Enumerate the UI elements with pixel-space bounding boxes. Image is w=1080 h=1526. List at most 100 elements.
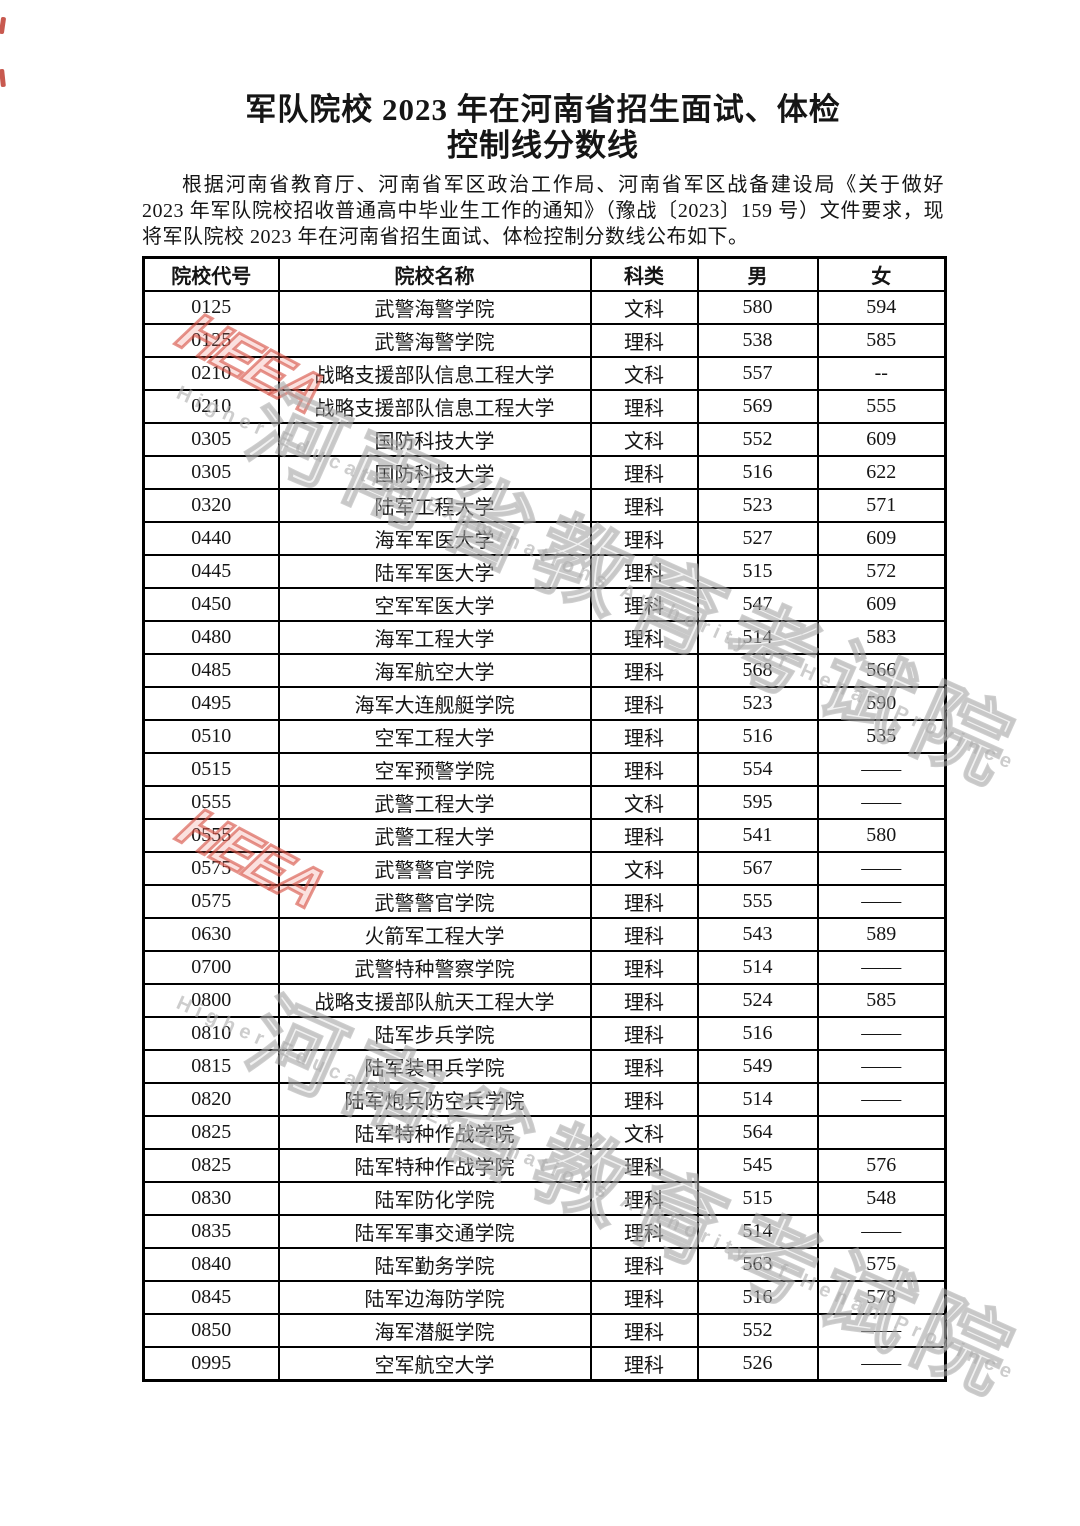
table-cell-code: 0440 [142,521,280,556]
table-cell-female: 555 [816,389,947,424]
table-cell-code: 0210 [142,356,280,391]
table-row: 0555 武警工程大学 文科 595 —— [142,785,947,820]
score-table-body: 0125 武警海警学院 文科 580 594 0125 武警海警学院 理科 538 585 0210… [142,290,947,1382]
table-cell-female: —— [816,1214,947,1249]
table-cell-code: 0815 [142,1049,280,1084]
table-cell-male: 515 [696,1181,819,1216]
table-cell-male: 545 [696,1148,819,1183]
table-cell-category: 理科 [589,1214,699,1249]
table-cell-name: 武警特种警察学院 [277,950,592,985]
table-cell-name: 陆军军事交通学院 [277,1214,592,1249]
table-cell-male: 547 [696,587,819,622]
table-cell-female: 609 [816,521,947,556]
table-cell-female: —— [816,752,947,787]
table-cell-category: 理科 [589,389,699,424]
table-cell-category: 理科 [589,1346,699,1382]
table-cell-category: 理科 [589,1280,699,1315]
table-cell-male: 567 [696,851,819,886]
table-cell-name: 武警工程大学 [277,818,592,853]
table-cell-name: 武警警官学院 [277,851,592,886]
table-cell-code: 0575 [142,884,280,919]
table-cell-name: 海军潜艇学院 [277,1313,592,1348]
table-cell-category: 理科 [589,686,699,721]
table-cell-female: 575 [816,1247,947,1282]
table-cell-name: 陆军特种作战学院 [277,1115,592,1150]
table-cell-male: 564 [696,1115,819,1150]
table-cell-female [816,1115,947,1150]
table-cell-code: 0450 [142,587,280,622]
table-cell-category: 理科 [589,719,699,754]
table-cell-code: 0515 [142,752,280,787]
table-cell-category: 理科 [589,884,699,919]
document-content: 军队院校 2023 年在河南省招生面试、体检 控制线分数线 根据河南省教育厅、河… [142,92,947,1382]
table-cell-male: 552 [696,1313,819,1348]
table-cell-code: 0845 [142,1280,280,1315]
table-cell-female: 572 [816,554,947,589]
table-cell-code: 0995 [142,1346,280,1382]
table-cell-code: 0830 [142,1181,280,1216]
table-cell-male: 549 [696,1049,819,1084]
table-cell-name: 空军工程大学 [277,719,592,754]
table-cell-name: 海军航空大学 [277,653,592,688]
table-cell-category: 文科 [589,1115,699,1150]
table-row: 0555 武警工程大学 理科 541 580 [142,818,947,853]
page-title: 军队院校 2023 年在河南省招生面试、体检 控制线分数线 [142,92,944,164]
table-cell-male: 595 [696,785,819,820]
table-cell-code: 0510 [142,719,280,754]
table-cell-category: 理科 [589,1049,699,1084]
table-row: 0995 空军航空大学 理科 526 —— [142,1346,947,1382]
table-cell-female: 578 [816,1280,947,1315]
table-cell-category: 理科 [589,554,699,589]
table-cell-female: —— [816,1346,947,1382]
table-cell-code: 0835 [142,1214,280,1249]
table-row: 0815 陆军装甲兵学院 理科 549 —— [142,1049,947,1084]
table-cell-category: 理科 [589,323,699,358]
table-row: 0840 陆军勤务学院 理科 563 575 [142,1247,947,1282]
table-row: 0495 海军大连舰艇学院 理科 523 590 [142,686,947,721]
table-cell-female: —— [816,1049,947,1084]
table-cell-male: 514 [696,950,819,985]
table-header-row: 院校代号 院校名称 科类 男 女 [142,256,947,292]
header-cell-category: 科类 [589,256,699,292]
table-cell-male: 555 [696,884,819,919]
table-cell-male: 516 [696,1016,819,1051]
table-cell-name: 陆军特种作战学院 [277,1148,592,1183]
table-cell-female: —— [816,1016,947,1051]
page-title-line1: 军队院校 2023 年在河南省招生面试、体检 [245,92,841,127]
table-cell-female: -- [816,356,947,391]
table-cell-code: 0630 [142,917,280,952]
table-cell-name: 陆军军医大学 [277,554,592,589]
table-cell-category: 理科 [589,1016,699,1051]
table-cell-female: —— [816,884,947,919]
table-row: 0850 海军潜艇学院 理科 552 —— [142,1313,947,1348]
table-cell-category: 理科 [589,752,699,787]
table-cell-category: 理科 [589,818,699,853]
table-row: 0125 武警海警学院 理科 538 585 [142,323,947,358]
table-row: 0810 陆军步兵学院 理科 516 —— [142,1016,947,1051]
table-row: 0485 海军航空大学 理科 568 566 [142,653,947,688]
page-title-line2: 控制线分数线 [447,128,639,163]
table-cell-name: 空军军医大学 [277,587,592,622]
table-row: 0825 陆军特种作战学院 理科 545 576 [142,1148,947,1183]
table-cell-name: 火箭军工程大学 [277,917,592,952]
table-cell-name: 战略支援部队信息工程大学 [277,356,592,391]
table-cell-code: 0555 [142,785,280,820]
table-cell-category: 理科 [589,653,699,688]
table-row: 0480 海军工程大学 理科 514 583 [142,620,947,655]
table-cell-code: 0495 [142,686,280,721]
table-cell-name: 陆军工程大学 [277,488,592,523]
table-cell-male: 543 [696,917,819,952]
table-cell-name: 海军大连舰艇学院 [277,686,592,721]
table-cell-name: 武警工程大学 [277,785,592,820]
table-row: 0820 陆军炮兵防空兵学院 理科 514 —— [142,1082,947,1117]
table-cell-female: 590 [816,686,947,721]
table-cell-name: 陆军步兵学院 [277,1016,592,1051]
table-cell-male: 515 [696,554,819,589]
table-cell-female: —— [816,851,947,886]
table-cell-male: 541 [696,818,819,853]
table-cell-code: 0810 [142,1016,280,1051]
table-cell-name: 战略支援部队航天工程大学 [277,983,592,1018]
table-cell-code: 0210 [142,389,280,424]
table-cell-category: 文科 [589,422,699,457]
table-cell-female: —— [816,1313,947,1348]
